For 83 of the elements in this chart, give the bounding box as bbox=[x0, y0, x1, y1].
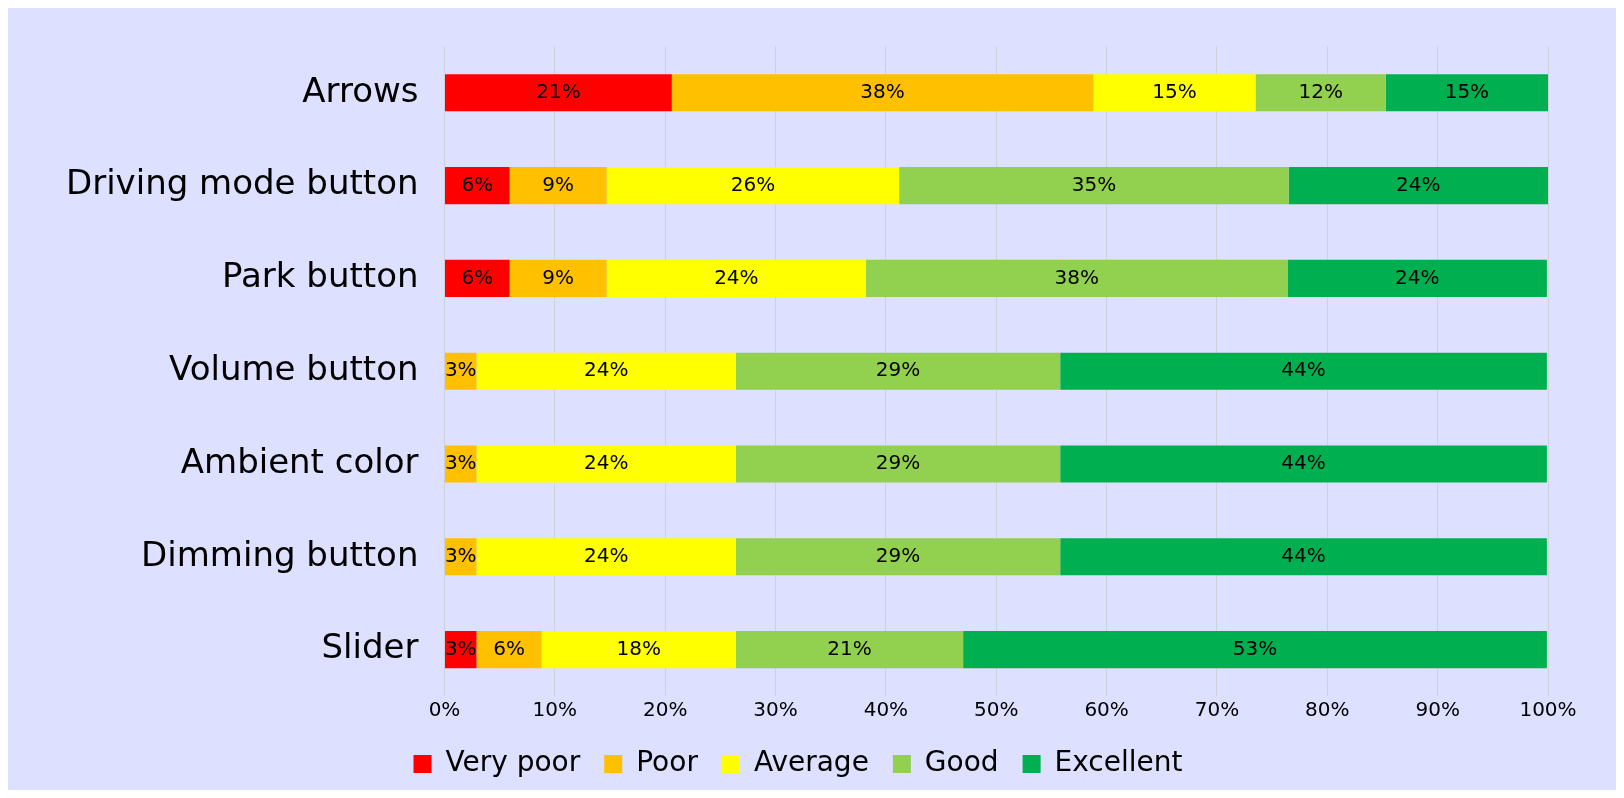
y-tick-label: Slider bbox=[321, 626, 419, 667]
data-label: 24% bbox=[583, 543, 629, 567]
x-tick-label: 60% bbox=[1084, 697, 1129, 722]
data-label: 24% bbox=[583, 450, 629, 475]
y-tick-label: Volume button bbox=[169, 348, 419, 389]
bar bbox=[1060, 352, 1547, 390]
legend-label: Excellent bbox=[1054, 745, 1183, 779]
legend-label: Very poor bbox=[445, 745, 581, 779]
y-tick-label: Park button bbox=[222, 255, 419, 296]
bar bbox=[606, 259, 867, 297]
data-label: 21% bbox=[536, 79, 581, 103]
bar bbox=[735, 352, 1061, 390]
legend-label: Good bbox=[924, 745, 999, 779]
data-label: 24% bbox=[583, 357, 629, 382]
data-label: 15% bbox=[1152, 79, 1197, 103]
data-label: 21% bbox=[827, 635, 872, 660]
bar bbox=[671, 74, 1094, 112]
data-label: 44% bbox=[1281, 357, 1326, 382]
x-tick-label: 0% bbox=[428, 697, 461, 722]
data-label: 12% bbox=[1298, 79, 1343, 103]
data-label: 18% bbox=[616, 635, 661, 660]
data-label: 38% bbox=[1054, 264, 1100, 289]
bar bbox=[444, 259, 510, 297]
bar bbox=[1060, 538, 1547, 576]
bar bbox=[476, 631, 542, 669]
bar bbox=[866, 259, 1288, 297]
bar bbox=[476, 352, 736, 390]
x-tick-label: 80% bbox=[1305, 697, 1350, 722]
data-label: 44% bbox=[1281, 543, 1326, 567]
y-tick-label: Driving mode button bbox=[66, 162, 419, 203]
data-label: 3% bbox=[444, 450, 477, 475]
bar bbox=[541, 631, 736, 669]
bar bbox=[509, 167, 607, 205]
data-label: 24% bbox=[1396, 171, 1441, 196]
bar bbox=[735, 631, 964, 669]
x-tick-label: 30% bbox=[753, 697, 798, 722]
bar bbox=[735, 538, 1061, 576]
data-label: 6% bbox=[493, 635, 525, 660]
data-label: 26% bbox=[730, 171, 776, 196]
bar bbox=[1288, 167, 1548, 205]
bar bbox=[444, 167, 510, 205]
bar bbox=[1060, 445, 1547, 483]
bar bbox=[476, 538, 736, 576]
bar bbox=[1255, 74, 1386, 112]
data-label: 53% bbox=[1232, 635, 1278, 660]
x-tick-label: 100% bbox=[1519, 697, 1577, 722]
bar bbox=[1093, 74, 1256, 112]
bar bbox=[735, 445, 1061, 483]
data-label: 29% bbox=[875, 357, 921, 382]
bar bbox=[1287, 259, 1547, 297]
x-tick-label: 10% bbox=[532, 697, 578, 722]
bar bbox=[899, 167, 1289, 205]
data-label: 6% bbox=[461, 171, 494, 196]
x-tick-label: 40% bbox=[863, 697, 909, 722]
bar bbox=[1385, 74, 1548, 112]
data-label: 6% bbox=[461, 264, 494, 289]
data-label: 3% bbox=[444, 543, 477, 567]
data-label: 3% bbox=[444, 635, 477, 660]
legend-label: Poor bbox=[636, 745, 699, 779]
data-label: 9% bbox=[542, 171, 575, 196]
x-tick-label: 50% bbox=[974, 697, 1019, 722]
data-label: 9% bbox=[542, 264, 575, 289]
data-label: 29% bbox=[875, 543, 921, 567]
bar bbox=[606, 167, 900, 205]
y-tick-label: Dimming button bbox=[141, 533, 419, 574]
y-tick-label: Ambient color bbox=[180, 440, 419, 481]
bar bbox=[509, 259, 607, 297]
x-tick-label: 90% bbox=[1415, 697, 1460, 722]
bar bbox=[444, 74, 672, 112]
data-label: 15% bbox=[1444, 79, 1490, 103]
bar bbox=[476, 445, 736, 483]
data-label: 3% bbox=[444, 357, 477, 382]
data-label: 24% bbox=[714, 264, 759, 289]
data-label: 44% bbox=[1281, 450, 1326, 475]
x-tick-label: 70% bbox=[1194, 697, 1240, 722]
x-tick-label: 20% bbox=[642, 697, 688, 722]
data-label: 38% bbox=[860, 79, 905, 103]
data-label: 24% bbox=[1395, 264, 1440, 289]
y-tick-label: Arrows bbox=[302, 69, 419, 110]
legend-label: Average bbox=[753, 745, 869, 779]
data-label: 35% bbox=[1071, 171, 1117, 196]
bar bbox=[963, 631, 1547, 669]
data-label: 29% bbox=[875, 450, 921, 475]
